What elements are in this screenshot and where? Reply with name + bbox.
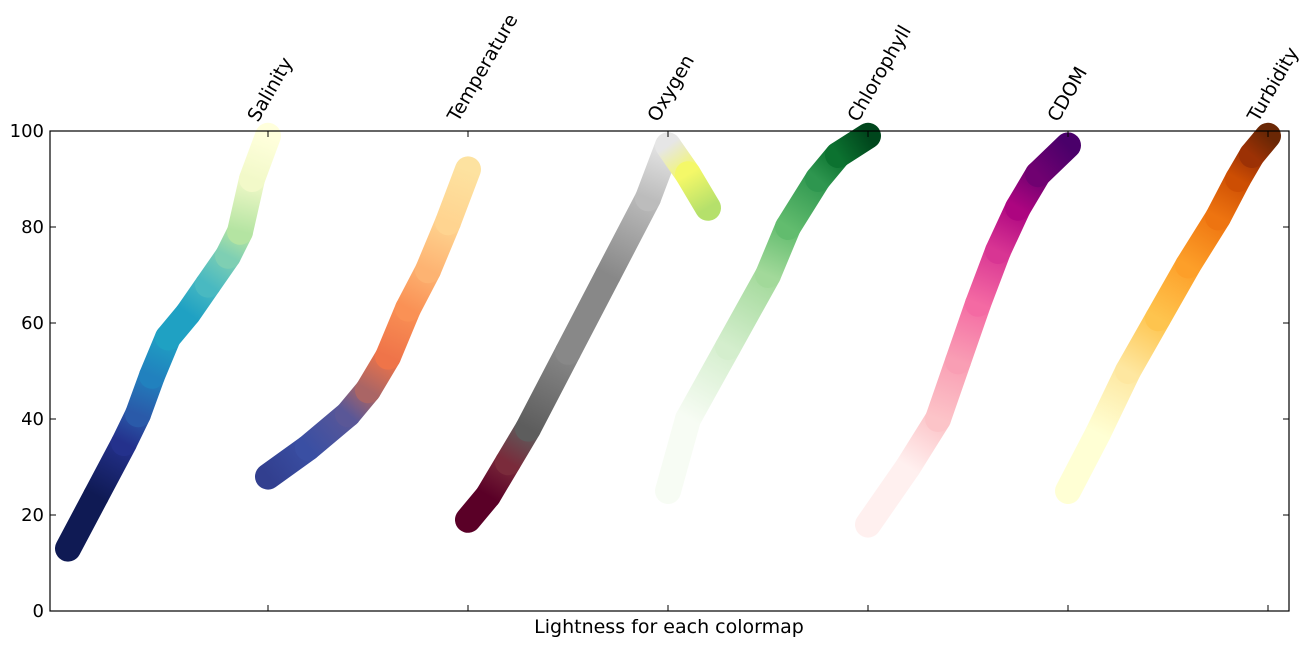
- series-segment: [1239, 122, 1281, 168]
- category-label-temperature: Temperature: [443, 10, 523, 126]
- series-line-temperature: [255, 156, 481, 490]
- series-segment: [555, 262, 621, 365]
- category-labels: Salinity Temperature Oxygen Chlorophyll CDOM…: [243, 10, 1303, 126]
- series-segment: [435, 156, 481, 236]
- category-label-cdom: CDOM: [1043, 63, 1092, 125]
- axis-ticks: 0 20 40 60 80 100: [10, 121, 1289, 622]
- series-lines: [55, 122, 1281, 562]
- y-tick-label: 60: [21, 313, 44, 334]
- y-tick-label: 40: [21, 409, 44, 430]
- x-axis-label: Lightness for each colormap: [534, 616, 804, 638]
- category-label-oxygen: Oxygen: [643, 51, 699, 125]
- category-label-chlorophyll: Chlorophyll: [843, 22, 916, 126]
- series-segment: [595, 185, 661, 288]
- series-line-oxygen: [455, 132, 721, 533]
- category-label-turbidity: Turbidity: [1243, 44, 1304, 127]
- series-segment: [239, 122, 281, 192]
- category-label-salinity: Salinity: [243, 54, 297, 126]
- series-segment: [675, 334, 741, 432]
- y-tick-label: 80: [21, 217, 44, 238]
- series-line-salinity: [55, 122, 281, 562]
- series-segment: [515, 338, 581, 442]
- y-tick-label: 100: [10, 121, 44, 142]
- series-line-turbidity: [1055, 122, 1281, 504]
- series-line-cdom: [855, 132, 1081, 538]
- series-segment: [675, 161, 721, 221]
- y-tick-label: 20: [21, 505, 44, 526]
- series-segment: [1025, 132, 1081, 188]
- series-line-chlorophyll: [655, 122, 881, 504]
- series-segment: [825, 122, 881, 168]
- plot-frame: [49, 130, 1290, 612]
- series-segment: [715, 262, 781, 360]
- y-tick-label: 0: [33, 601, 44, 622]
